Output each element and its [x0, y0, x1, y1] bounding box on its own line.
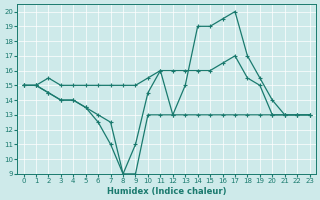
X-axis label: Humidex (Indice chaleur): Humidex (Indice chaleur)	[107, 187, 226, 196]
